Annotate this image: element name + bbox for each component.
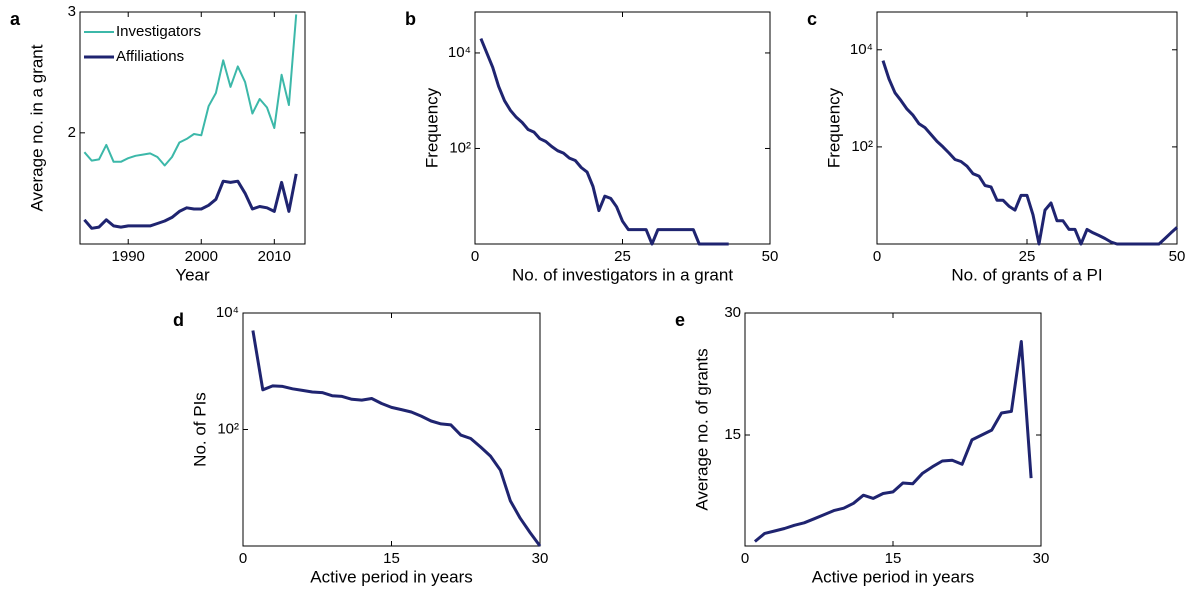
y-tick-label: 10²	[851, 138, 873, 155]
x-axis-label: No. of investigators in a grant	[512, 265, 733, 284]
y-tick-label: 10²	[217, 420, 239, 437]
x-tick-label: 50	[762, 248, 779, 265]
y-tick-label: 10²	[449, 139, 471, 156]
panel: 0 15 30 10² 10⁴ Active period in years No. of …	[173, 304, 548, 587]
x-tick-label: 2010	[258, 248, 291, 265]
panel: 0 15 30 15 30 Active period in years Average n…	[675, 304, 1049, 587]
axes-frame	[744, 312, 1042, 547]
x-tick-label: 0	[741, 550, 749, 567]
panel: 0 25 50 10² 10⁴ No. of grants of a PI Frequenc…	[807, 9, 1185, 285]
panel: 0 25 50 10² 10⁴ No. of investigators in a gra…	[405, 9, 778, 285]
panel-label: c	[807, 9, 817, 29]
data-line	[83, 14, 298, 167]
x-tick-label: 0	[239, 550, 247, 567]
x-axis-label: Active period in years	[310, 567, 473, 586]
y-tick-label: 3	[68, 3, 76, 20]
x-axis-label: No. of grants of a PI	[951, 265, 1102, 284]
x-tick-label: 0	[873, 248, 881, 265]
x-tick-label: 30	[1033, 550, 1050, 567]
panel-label: b	[405, 9, 416, 29]
axes-frame	[79, 11, 306, 245]
y-tick-label: 10⁴	[448, 44, 471, 61]
x-tick-label: 2000	[185, 248, 218, 265]
x-tick-label: 15	[383, 550, 400, 567]
x-axis-label: Active period in years	[812, 567, 975, 586]
legend-label: Affiliations	[116, 48, 184, 65]
axes-frame	[876, 11, 1178, 245]
y-axis-label: Average no. of grants	[692, 348, 711, 510]
y-tick-label: 30	[724, 304, 741, 321]
panel-label: e	[675, 310, 685, 330]
y-axis-label: Frequency	[422, 87, 441, 168]
x-tick-label: 25	[1019, 248, 1036, 265]
legend-label: Investigators	[116, 23, 201, 40]
data-line	[479, 38, 729, 246]
y-tick-label: 10⁴	[216, 304, 239, 321]
y-tick-label: 15	[724, 426, 741, 443]
axes-frame	[242, 312, 541, 547]
x-axis-label: Year	[175, 265, 210, 284]
x-tick-label: 50	[1169, 248, 1186, 265]
x-tick-label: 0	[471, 248, 479, 265]
data-line	[83, 173, 298, 230]
axes-frame	[474, 11, 771, 245]
x-tick-label: 25	[614, 248, 631, 265]
panel-label: d	[173, 310, 184, 330]
data-line	[881, 60, 1179, 246]
y-tick-label: 2	[68, 124, 76, 141]
data-line	[251, 330, 542, 547]
x-tick-label: 15	[885, 550, 902, 567]
y-axis-label: Frequency	[824, 87, 843, 168]
panel: 1990 2000 2010 2 3 Investigators Affiliations Y…	[10, 3, 306, 284]
x-tick-label: 1990	[112, 248, 145, 265]
panel-label: a	[10, 9, 21, 29]
y-tick-label: 10⁴	[850, 41, 873, 58]
x-tick-label: 30	[532, 550, 549, 567]
data-line	[753, 340, 1033, 543]
y-axis-label: Average no. in a grant	[27, 44, 46, 211]
y-axis-label: No. of PIs	[190, 392, 209, 467]
